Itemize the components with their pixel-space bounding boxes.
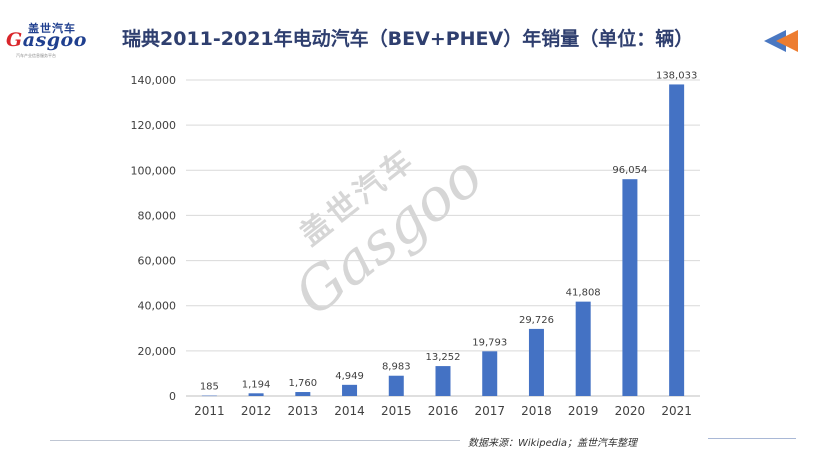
x-tick-label: 2014 bbox=[334, 404, 365, 418]
y-tick-label: 60,000 bbox=[138, 255, 177, 268]
data-source: 数据来源：Wikipedia；盖世汽车整理 bbox=[468, 438, 637, 449]
bar-2012 bbox=[248, 393, 264, 396]
grid-lines bbox=[186, 79, 700, 397]
footer-line-right bbox=[708, 438, 796, 439]
y-tick-label: 20,000 bbox=[138, 345, 177, 358]
bar-2018 bbox=[528, 328, 544, 396]
data-label-2011: 185 bbox=[200, 382, 219, 393]
data-label-2016: 13,252 bbox=[426, 352, 461, 363]
x-tick-label: 2021 bbox=[661, 404, 692, 418]
logo-cn-text: 盖世汽车 bbox=[28, 22, 76, 35]
data-label-2017: 19,793 bbox=[472, 337, 507, 348]
y-axis-ticks: 0 20,000 40,000 60,000 80,000 100,000 120,000 1… bbox=[131, 74, 177, 403]
bar-2015 bbox=[388, 375, 404, 396]
x-tick-label: 2020 bbox=[615, 404, 646, 418]
data-label-2013: 1,760 bbox=[288, 378, 317, 389]
data-label-2012: 1,194 bbox=[242, 379, 271, 390]
page-title: 瑞典2011-2021年电动汽车（BEV+PHEV）年销量（单位：辆） bbox=[122, 28, 694, 50]
y-tick-label: 0 bbox=[169, 390, 176, 403]
x-axis-ticks: 2011 2012 2013 2014 2015 2016 2017 2018 2019 2020… bbox=[194, 404, 692, 418]
x-tick-label: 2016 bbox=[428, 404, 459, 418]
bar-2021 bbox=[669, 84, 685, 397]
y-tick-label: 120,000 bbox=[131, 119, 177, 132]
bar-2014 bbox=[342, 384, 358, 396]
bar-2020 bbox=[622, 179, 638, 396]
footer-line-left bbox=[50, 440, 460, 441]
bar-2013 bbox=[295, 392, 311, 396]
x-tick-label: 2012 bbox=[241, 404, 272, 418]
data-label-2018: 29,726 bbox=[519, 315, 554, 326]
logo-subtitle: 汽车产业信息服务平台 bbox=[16, 53, 56, 58]
data-label-2020: 96,054 bbox=[612, 165, 647, 176]
x-tick-label: 2013 bbox=[288, 404, 319, 418]
bars bbox=[201, 84, 685, 397]
x-tick-label: 2019 bbox=[568, 404, 599, 418]
x-tick-label: 2015 bbox=[381, 404, 412, 418]
x-tick-label: 2017 bbox=[474, 404, 505, 418]
bar-2017 bbox=[482, 351, 498, 396]
bar-2019 bbox=[575, 301, 591, 396]
y-tick-label: 100,000 bbox=[131, 164, 177, 177]
gasgoo-logo: 盖世汽车 Gasgoo 汽车产业信息服务平台 bbox=[6, 20, 88, 58]
data-label-2014: 4,949 bbox=[335, 371, 364, 382]
y-tick-label: 40,000 bbox=[138, 300, 177, 313]
data-label-2015: 8,983 bbox=[382, 362, 411, 373]
bar-2011 bbox=[201, 395, 217, 397]
y-tick-label: 80,000 bbox=[138, 209, 177, 222]
data-label-2019: 41,808 bbox=[566, 288, 601, 299]
back-arrow-icon[interactable] bbox=[764, 28, 800, 54]
x-tick-label: 2011 bbox=[194, 404, 225, 418]
bar-2016 bbox=[435, 366, 451, 396]
y-tick-label: 140,000 bbox=[131, 74, 177, 87]
data-labels: 185 1,194 1,760 4,949 8,983 13,252 19,793 29,72… bbox=[200, 70, 697, 392]
logo-en-text: Gasgoo bbox=[6, 29, 87, 51]
data-label-2021: 138,033 bbox=[656, 70, 697, 81]
x-tick-label: 2018 bbox=[521, 404, 552, 418]
